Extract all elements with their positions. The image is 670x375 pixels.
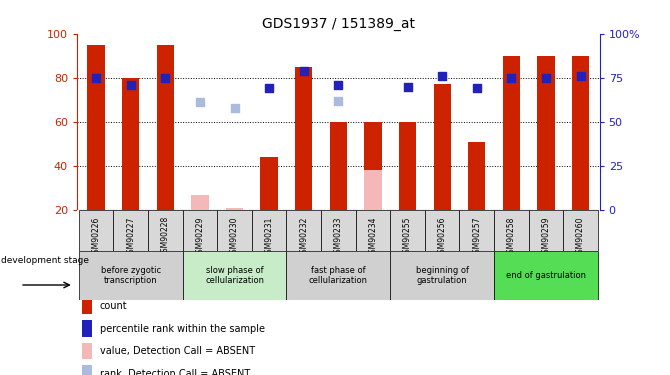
Text: GSM90257: GSM90257 bbox=[472, 216, 481, 258]
Bar bbox=[529, 210, 563, 251]
Bar bbox=[157, 45, 174, 210]
Bar bbox=[82, 298, 92, 314]
Point bbox=[160, 75, 171, 81]
Point bbox=[437, 73, 448, 79]
Text: end of gastrulation: end of gastrulation bbox=[506, 271, 586, 280]
Text: GSM90256: GSM90256 bbox=[438, 216, 447, 258]
Bar bbox=[82, 320, 92, 337]
Bar bbox=[563, 210, 598, 251]
Text: rank, Detection Call = ABSENT: rank, Detection Call = ABSENT bbox=[100, 369, 250, 375]
Bar bbox=[87, 45, 105, 210]
Text: GSM90226: GSM90226 bbox=[92, 216, 100, 258]
Text: development stage: development stage bbox=[1, 256, 89, 265]
Text: GSM90259: GSM90259 bbox=[541, 216, 551, 258]
Text: count: count bbox=[100, 301, 127, 311]
Point bbox=[90, 75, 101, 81]
Bar bbox=[572, 56, 590, 210]
Bar bbox=[82, 343, 92, 359]
Bar bbox=[287, 251, 390, 300]
Text: GSM90255: GSM90255 bbox=[403, 216, 412, 258]
Bar bbox=[356, 210, 390, 251]
Point bbox=[506, 75, 517, 81]
Text: value, Detection Call = ABSENT: value, Detection Call = ABSENT bbox=[100, 346, 255, 356]
Text: GSM90231: GSM90231 bbox=[265, 216, 273, 258]
Bar bbox=[191, 195, 208, 210]
Bar bbox=[79, 210, 113, 251]
Bar bbox=[494, 251, 598, 300]
Bar bbox=[82, 365, 92, 375]
Bar bbox=[460, 210, 494, 251]
Bar bbox=[287, 210, 321, 251]
Bar bbox=[494, 210, 529, 251]
Point bbox=[333, 82, 344, 88]
Point bbox=[333, 98, 344, 104]
Bar bbox=[364, 122, 382, 210]
Text: GSM90260: GSM90260 bbox=[576, 216, 585, 258]
Bar bbox=[364, 170, 382, 210]
Bar bbox=[261, 157, 278, 210]
Point bbox=[576, 73, 586, 79]
Bar bbox=[468, 142, 486, 210]
Bar bbox=[183, 210, 217, 251]
Bar bbox=[433, 84, 451, 210]
Point bbox=[229, 105, 240, 111]
Bar bbox=[183, 251, 287, 300]
Text: GSM90258: GSM90258 bbox=[507, 216, 516, 258]
Point bbox=[125, 82, 136, 88]
Text: GSM90230: GSM90230 bbox=[230, 216, 239, 258]
Text: before zygotic
transcription: before zygotic transcription bbox=[100, 266, 161, 285]
Text: beginning of
gastrulation: beginning of gastrulation bbox=[415, 266, 469, 285]
Bar bbox=[502, 56, 520, 210]
Point bbox=[264, 86, 275, 92]
Text: percentile rank within the sample: percentile rank within the sample bbox=[100, 324, 265, 333]
Bar bbox=[425, 210, 460, 251]
Point bbox=[402, 84, 413, 90]
Bar bbox=[122, 78, 139, 210]
Bar bbox=[226, 208, 243, 210]
Bar bbox=[390, 210, 425, 251]
Bar bbox=[390, 251, 494, 300]
Text: slow phase of
cellularization: slow phase of cellularization bbox=[205, 266, 264, 285]
Text: GSM90229: GSM90229 bbox=[196, 216, 204, 258]
Bar bbox=[113, 210, 148, 251]
Bar bbox=[148, 210, 183, 251]
Point bbox=[194, 99, 205, 105]
Bar bbox=[252, 210, 287, 251]
Text: GSM90232: GSM90232 bbox=[299, 216, 308, 258]
Text: GSM90228: GSM90228 bbox=[161, 216, 170, 257]
Text: GSM90233: GSM90233 bbox=[334, 216, 343, 258]
Bar bbox=[321, 210, 356, 251]
Bar bbox=[537, 56, 555, 210]
Point bbox=[298, 68, 309, 74]
Bar bbox=[330, 122, 347, 210]
Text: GSM90227: GSM90227 bbox=[126, 216, 135, 258]
Point bbox=[472, 86, 482, 92]
Bar bbox=[295, 67, 312, 210]
Point bbox=[541, 75, 551, 81]
Bar bbox=[217, 210, 252, 251]
Bar bbox=[399, 122, 416, 210]
Text: fast phase of
cellularization: fast phase of cellularization bbox=[309, 266, 368, 285]
Bar bbox=[79, 251, 183, 300]
Title: GDS1937 / 151389_at: GDS1937 / 151389_at bbox=[262, 17, 415, 32]
Text: GSM90234: GSM90234 bbox=[369, 216, 377, 258]
